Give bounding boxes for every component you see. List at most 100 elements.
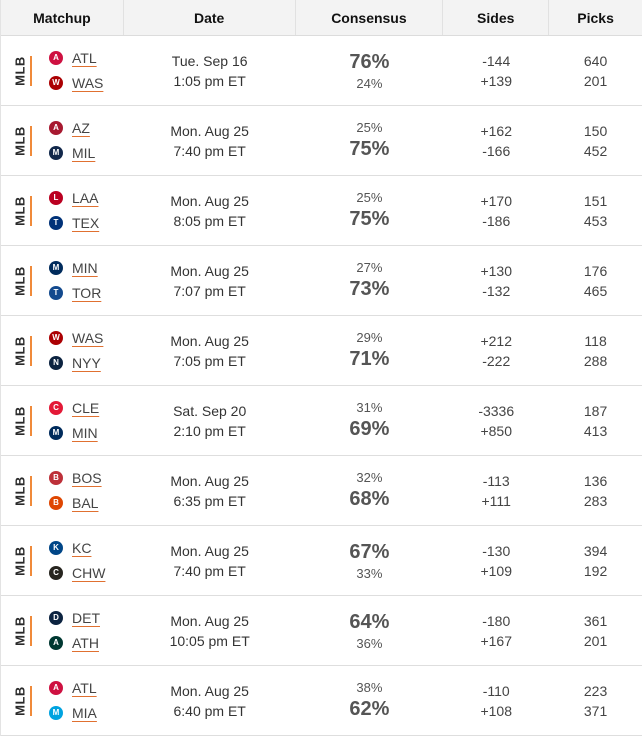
consensus-home: 69% xyxy=(349,418,390,441)
home-team[interactable]: M MIA xyxy=(49,705,124,722)
away-team-link[interactable]: ATL xyxy=(72,50,97,66)
away-team-link[interactable]: BOS xyxy=(72,470,102,486)
picks-cell: 151 453 xyxy=(549,176,642,245)
away-team[interactable]: D DET xyxy=(49,610,124,627)
away-team[interactable]: A AZ xyxy=(49,120,124,137)
game-time: 1:05 pm ET xyxy=(173,72,246,89)
away-team[interactable]: M MIN xyxy=(49,260,124,277)
table-row: MLB A ATL W WAS Tue. Sep 16 1:05 pm ET 7… xyxy=(1,36,642,106)
mia-logo-icon: M xyxy=(49,706,63,720)
game-time: 10:05 pm ET xyxy=(169,632,250,649)
league-label: MLB xyxy=(12,335,28,366)
home-team[interactable]: T TOR xyxy=(49,285,124,302)
home-team-link[interactable]: MIN xyxy=(72,425,98,441)
consensus-home: 68% xyxy=(349,488,390,511)
away-team-link[interactable]: ATL xyxy=(72,680,97,696)
home-team-link[interactable]: TOR xyxy=(72,285,102,301)
was-logo-icon: W xyxy=(49,331,63,345)
game-date: Mon. Aug 25 xyxy=(170,612,249,629)
picks-home: 283 xyxy=(583,492,608,509)
picks-cell: 150 452 xyxy=(549,106,642,175)
matchup-cell: MLB K KC C CHW xyxy=(1,526,124,595)
consensus-cell: 29% 71% xyxy=(296,316,444,385)
away-team-link[interactable]: LAA xyxy=(72,190,99,206)
away-team[interactable]: K KC xyxy=(49,540,124,557)
home-team-link[interactable]: ATH xyxy=(72,635,99,651)
league-label: MLB xyxy=(12,475,28,506)
picks-cell: 118 288 xyxy=(549,316,642,385)
away-team[interactable]: B BOS xyxy=(49,470,124,487)
table-row: MLB K KC C CHW Mon. Aug 25 7:40 pm ET 67… xyxy=(1,526,642,596)
game-date: Mon. Aug 25 xyxy=(170,332,249,349)
home-team-link[interactable]: WAS xyxy=(72,75,104,91)
picks-away: 151 xyxy=(583,192,608,209)
league-accent-bar xyxy=(30,56,32,86)
game-time: 2:10 pm ET xyxy=(173,422,246,439)
sides-cell: -130 +109 xyxy=(443,526,549,595)
was-logo-icon: W xyxy=(49,76,63,90)
league-accent-bar xyxy=(30,336,32,366)
league-badge: MLB xyxy=(1,176,39,245)
league-accent-bar xyxy=(30,546,32,576)
home-team[interactable]: A ATH xyxy=(49,635,124,652)
picks-cell: 640 201 xyxy=(549,36,642,105)
atl-logo-icon: A xyxy=(49,681,63,695)
league-badge: MLB xyxy=(1,386,39,455)
away-team-link[interactable]: DET xyxy=(72,610,100,626)
game-time: 7:07 pm ET xyxy=(173,282,246,299)
away-team-link[interactable]: MIN xyxy=(72,260,98,276)
league-label: MLB xyxy=(12,405,28,436)
away-team[interactable]: W WAS xyxy=(49,330,124,347)
picks-home: 201 xyxy=(583,632,608,649)
header-consensus: Consensus xyxy=(296,0,444,35)
picks-away: 361 xyxy=(583,612,608,629)
away-team[interactable]: A ATL xyxy=(49,680,124,697)
picks-away: 176 xyxy=(583,262,608,279)
away-team[interactable]: L LAA xyxy=(49,190,124,207)
table-row: MLB A ATL M MIA Mon. Aug 25 6:40 pm ET 3… xyxy=(1,666,642,736)
league-accent-bar xyxy=(30,266,32,296)
side-away: +212 xyxy=(480,332,512,349)
away-team[interactable]: A ATL xyxy=(49,50,124,67)
home-team-link[interactable]: MIL xyxy=(72,145,96,161)
matchup-cell: MLB M MIN T TOR xyxy=(1,246,124,315)
away-team[interactable]: C CLE xyxy=(49,400,124,417)
teams: A ATL W WAS xyxy=(39,36,124,105)
picks-away: 640 xyxy=(583,52,608,69)
consensus-away: 31% xyxy=(356,399,383,415)
home-team[interactable]: M MIL xyxy=(49,145,124,162)
side-home: +109 xyxy=(480,562,512,579)
picks-home: 371 xyxy=(583,702,608,719)
date-cell: Tue. Sep 16 1:05 pm ET xyxy=(124,36,296,105)
league-label: MLB xyxy=(12,545,28,576)
home-team-link[interactable]: CHW xyxy=(72,565,106,581)
game-time: 7:40 pm ET xyxy=(173,562,246,579)
consensus-cell: 25% 75% xyxy=(296,176,444,245)
home-team[interactable]: T TEX xyxy=(49,215,124,232)
away-team-link[interactable]: AZ xyxy=(72,120,90,136)
kc-logo-icon: K xyxy=(49,541,63,555)
away-team-link[interactable]: WAS xyxy=(72,330,104,346)
home-team-link[interactable]: BAL xyxy=(72,495,99,511)
home-team[interactable]: C CHW xyxy=(49,565,124,582)
home-team[interactable]: W WAS xyxy=(49,75,124,92)
home-team[interactable]: M MIN xyxy=(49,425,124,442)
home-team-link[interactable]: MIA xyxy=(72,705,97,721)
cle-logo-icon: C xyxy=(49,401,63,415)
home-team-link[interactable]: TEX xyxy=(72,215,100,231)
home-team[interactable]: B BAL xyxy=(49,495,124,512)
away-team-link[interactable]: KC xyxy=(72,540,92,556)
consensus-away: 64% xyxy=(349,610,390,633)
matchup-cell: MLB B BOS B BAL xyxy=(1,456,124,525)
league-label: MLB xyxy=(12,195,28,226)
table-row: MLB B BOS B BAL Mon. Aug 25 6:35 pm ET 3… xyxy=(1,456,642,526)
matchup-cell: MLB C CLE M MIN xyxy=(1,386,124,455)
away-team-link[interactable]: CLE xyxy=(72,400,100,416)
date-cell: Mon. Aug 25 10:05 pm ET xyxy=(124,596,296,665)
home-team[interactable]: N NYY xyxy=(49,355,124,372)
league-label: MLB xyxy=(12,55,28,86)
home-team-link[interactable]: NYY xyxy=(72,355,101,371)
header-sides: Sides xyxy=(443,0,550,35)
picks-away: 394 xyxy=(583,542,608,559)
